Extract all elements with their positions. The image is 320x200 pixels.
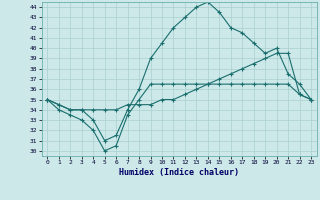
X-axis label: Humidex (Indice chaleur): Humidex (Indice chaleur) <box>119 168 239 177</box>
